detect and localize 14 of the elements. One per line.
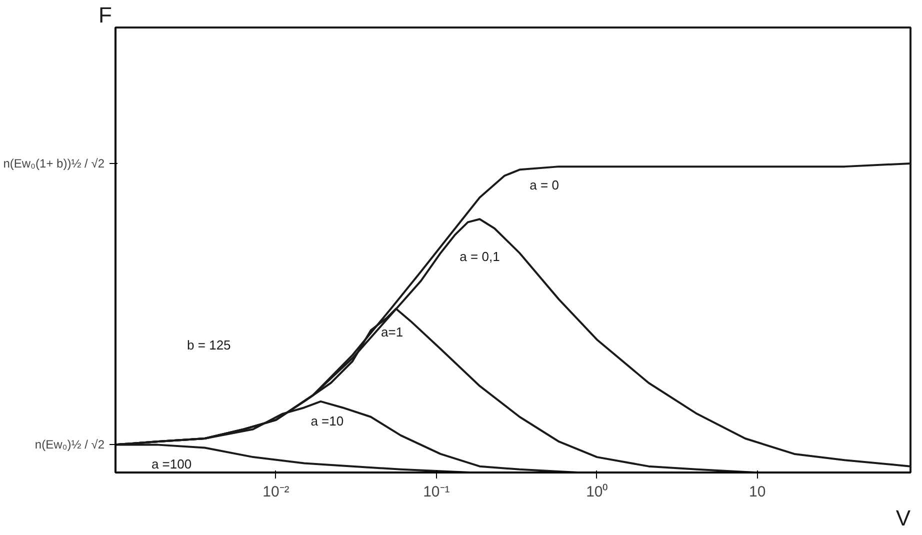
series-label: a = 0,1: [460, 249, 500, 264]
annotation: b = 125: [187, 337, 231, 352]
series-label: a = 0: [530, 178, 559, 193]
x-axis-title: V: [896, 506, 911, 530]
x-tick-label: 10⁰: [586, 484, 608, 500]
text: F: [98, 2, 112, 28]
x-tick-label: 10⁻²: [262, 484, 290, 500]
series-label: a =10: [310, 413, 344, 428]
x-tick-label: 10⁻¹: [423, 484, 450, 500]
text: n(Ew₀)½ / √2: [34, 438, 105, 452]
series-label: a =100: [151, 456, 192, 472]
x-tick-label: 10: [749, 484, 766, 500]
series-label: a=1: [381, 324, 404, 340]
text: n(Ew₀(1+ b))½ / √2: [3, 156, 105, 170]
